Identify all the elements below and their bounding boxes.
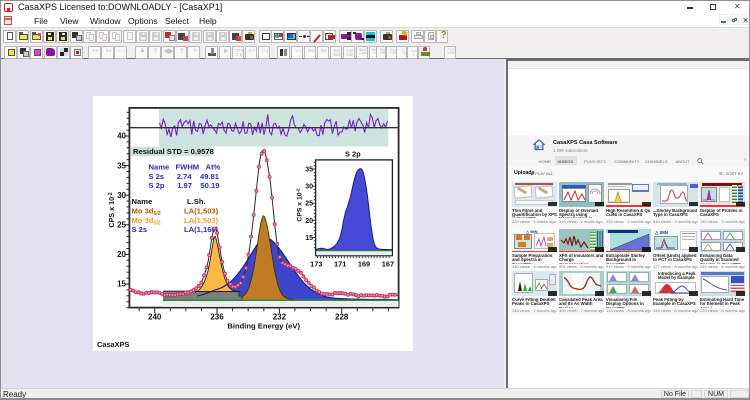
- svg-text:Mo 3d5/2: Mo 3d5/2: [132, 207, 161, 218]
- svg-text:Binding Energy (eV): Binding Energy (eV): [227, 322, 300, 331]
- svg-text:CPS x 10-2: CPS x 10-2: [296, 188, 304, 222]
- svg-text:S 2s 2.74 49.81: S 2s 2.74 49.81: [149, 172, 220, 181]
- svg-text:232: 232: [273, 313, 287, 322]
- svg-text:171: 171: [334, 260, 346, 269]
- svg-text:LA(1,160): LA(1,160): [184, 225, 219, 234]
- svg-text:228: 228: [335, 313, 349, 322]
- svg-text:Name: Name: [132, 197, 153, 206]
- svg-text:CPS x 10-2: CPS x 10-2: [107, 192, 116, 227]
- svg-text:25: 25: [305, 201, 313, 208]
- svg-text:LA(1,503): LA(1,503): [184, 207, 219, 216]
- svg-text:25: 25: [117, 221, 126, 230]
- svg-text:40: 40: [117, 132, 126, 141]
- svg-text:30: 30: [117, 191, 126, 200]
- svg-text:S 2s: S 2s: [132, 225, 148, 234]
- svg-text:169: 169: [358, 260, 370, 269]
- svg-text:CasaXPS: CasaXPS: [97, 340, 130, 349]
- svg-text:20: 20: [117, 250, 126, 259]
- svg-text:15: 15: [117, 280, 126, 289]
- svg-text:20: 20: [305, 218, 313, 225]
- svg-text:30: 30: [305, 184, 313, 191]
- svg-text:LA(1,503): LA(1,503): [184, 216, 219, 225]
- svg-text:Mo 3d3/2: Mo 3d3/2: [132, 216, 161, 227]
- svg-text:35: 35: [305, 167, 313, 174]
- svg-text:15: 15: [305, 235, 313, 242]
- svg-text:S 2p 1.97 50.19: S 2p 1.97 50.19: [149, 181, 220, 190]
- svg-text:Name FWHM At%: Name FWHM At%: [149, 162, 221, 171]
- svg-text:240: 240: [148, 313, 162, 322]
- svg-text:S 2p: S 2p: [345, 150, 361, 159]
- svg-text:L.Sh.: L.Sh.: [187, 197, 206, 206]
- svg-text:167: 167: [382, 260, 394, 269]
- svg-text:173: 173: [310, 260, 322, 269]
- svg-text:35: 35: [117, 161, 126, 170]
- svg-text:236: 236: [210, 313, 224, 322]
- svg-text:Residual STD = 0.9578: Residual STD = 0.9578: [133, 147, 214, 156]
